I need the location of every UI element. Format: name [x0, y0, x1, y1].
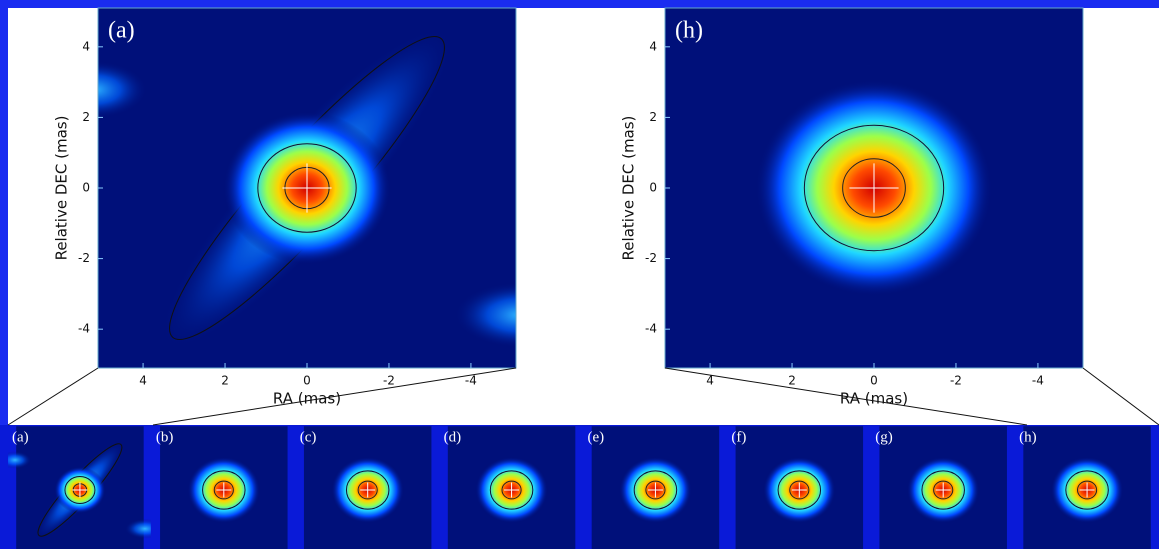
- zoom-line: [8, 368, 98, 425]
- x-tick-label: 2: [788, 374, 796, 388]
- panel-title: (h): [675, 18, 703, 44]
- y-axis-label: Relative DEC (mas): [620, 116, 638, 261]
- side-lobe: [41, 61, 148, 118]
- thumb-image: [592, 426, 720, 549]
- x-tick-label: -4: [1032, 374, 1044, 388]
- zoom-line: [153, 368, 516, 425]
- thumbnail: (e): [588, 426, 720, 549]
- heatmap-image: [665, 0, 1083, 397]
- thumbnail: (a): [0, 426, 165, 549]
- thumb-label: (e): [588, 429, 605, 445]
- x-tick-label: -2: [950, 374, 962, 388]
- thumb-label: (b): [156, 429, 174, 445]
- thumb-label: (g): [875, 429, 893, 445]
- thumb-image: [736, 426, 864, 549]
- y-tick-label: 4: [649, 39, 657, 53]
- heatmap-image: [41, 0, 586, 397]
- zoom-line: [1083, 368, 1159, 425]
- y-tick-label: -2: [78, 251, 90, 265]
- thumb-image: [304, 426, 432, 549]
- thumb-image: [879, 426, 1007, 549]
- y-tick-label: 0: [82, 181, 90, 195]
- thumbnail: (f): [731, 426, 863, 549]
- thumb-image: [1023, 426, 1151, 549]
- y-tick-label: -4: [78, 322, 90, 336]
- side-lobe: [455, 282, 586, 348]
- thumbnail: (h): [1019, 426, 1151, 549]
- thumbnail: (g): [875, 426, 1007, 549]
- x-tick-label: 0: [303, 374, 311, 388]
- x-tick-label: 0: [870, 374, 878, 388]
- y-tick-label: 2: [82, 110, 90, 124]
- x-tick-label: 2: [221, 374, 229, 388]
- thumbnail: (b): [156, 426, 288, 549]
- thumb-label: (a): [12, 429, 29, 445]
- thumbnail: (c): [300, 426, 432, 549]
- y-tick-label: -4: [645, 322, 657, 336]
- x-tick-label: 4: [139, 374, 147, 388]
- thumb-label: (c): [300, 429, 317, 445]
- thumb-label: (f): [731, 429, 746, 445]
- thumb-image: [160, 426, 288, 549]
- y-tick-label: 2: [649, 110, 657, 124]
- figure: (a)420-2-4420-2-4RA (mas)Relative DEC (m…: [0, 0, 1159, 549]
- y-axis-label: Relative DEC (mas): [53, 116, 71, 261]
- panel-title: (a): [108, 18, 135, 44]
- thumb-label: (d): [444, 429, 462, 445]
- y-tick-label: 4: [82, 39, 90, 53]
- top-band: [0, 0, 1159, 8]
- y-tick-label: -2: [645, 251, 657, 265]
- thumb-image: [448, 426, 576, 549]
- thumbnail: (d): [444, 426, 576, 549]
- y-tick-label: 0: [649, 181, 657, 195]
- zoom-line: [665, 368, 1027, 425]
- thumb-label: (h): [1019, 429, 1037, 445]
- x-tick-label: -2: [383, 374, 395, 388]
